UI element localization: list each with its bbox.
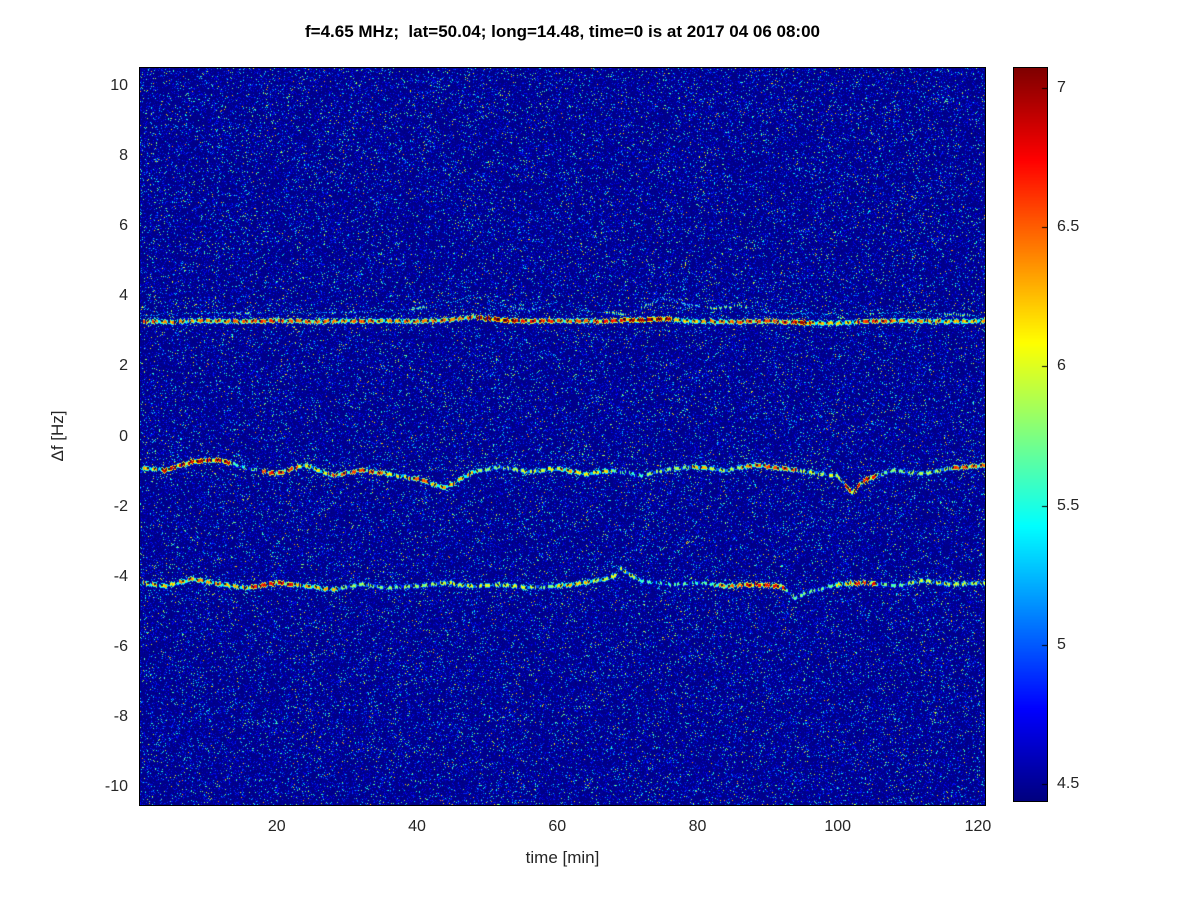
y-tick-label: -8 bbox=[113, 708, 128, 726]
colorbar-tick-label: 7 bbox=[1057, 78, 1066, 96]
y-tick-label: 6 bbox=[119, 216, 128, 234]
colorbar-tick-label: 6.5 bbox=[1057, 217, 1080, 235]
chart-title: f=4.65 MHz; lat=50.04; long=14.48, time=… bbox=[304, 22, 820, 41]
y-tick-label: 4 bbox=[119, 287, 128, 305]
y-tick-label: -2 bbox=[113, 497, 128, 515]
colorbar-tick-label: 5.5 bbox=[1057, 496, 1080, 514]
x-tick-label: 120 bbox=[964, 818, 992, 835]
spectrogram-canvas bbox=[139, 67, 986, 806]
y-tick-label: 8 bbox=[119, 146, 128, 164]
y-tick-label: 0 bbox=[119, 427, 128, 445]
y-axis-label: Δf [Hz] bbox=[48, 410, 67, 462]
x-tick-label: 100 bbox=[824, 818, 852, 835]
colorbar-tick-label: 6 bbox=[1057, 357, 1066, 375]
colorbar-tick-label: 5 bbox=[1057, 635, 1066, 653]
y-tick-label: -10 bbox=[104, 778, 128, 796]
colorbar-canvas bbox=[1013, 67, 1048, 802]
colorbar-tick-label: 4.5 bbox=[1057, 775, 1080, 793]
x-tick-label: 60 bbox=[548, 818, 567, 835]
x-tick-label: 40 bbox=[408, 818, 426, 835]
x-axis-label: time [min] bbox=[525, 848, 600, 867]
y-tick-label: 10 bbox=[110, 76, 128, 94]
y-tick-label: 2 bbox=[119, 357, 128, 375]
x-tick-label: 20 bbox=[267, 818, 286, 835]
y-tick-label: -6 bbox=[113, 638, 128, 656]
x-tick-label: 80 bbox=[688, 818, 707, 835]
y-tick-label: -4 bbox=[113, 567, 128, 585]
